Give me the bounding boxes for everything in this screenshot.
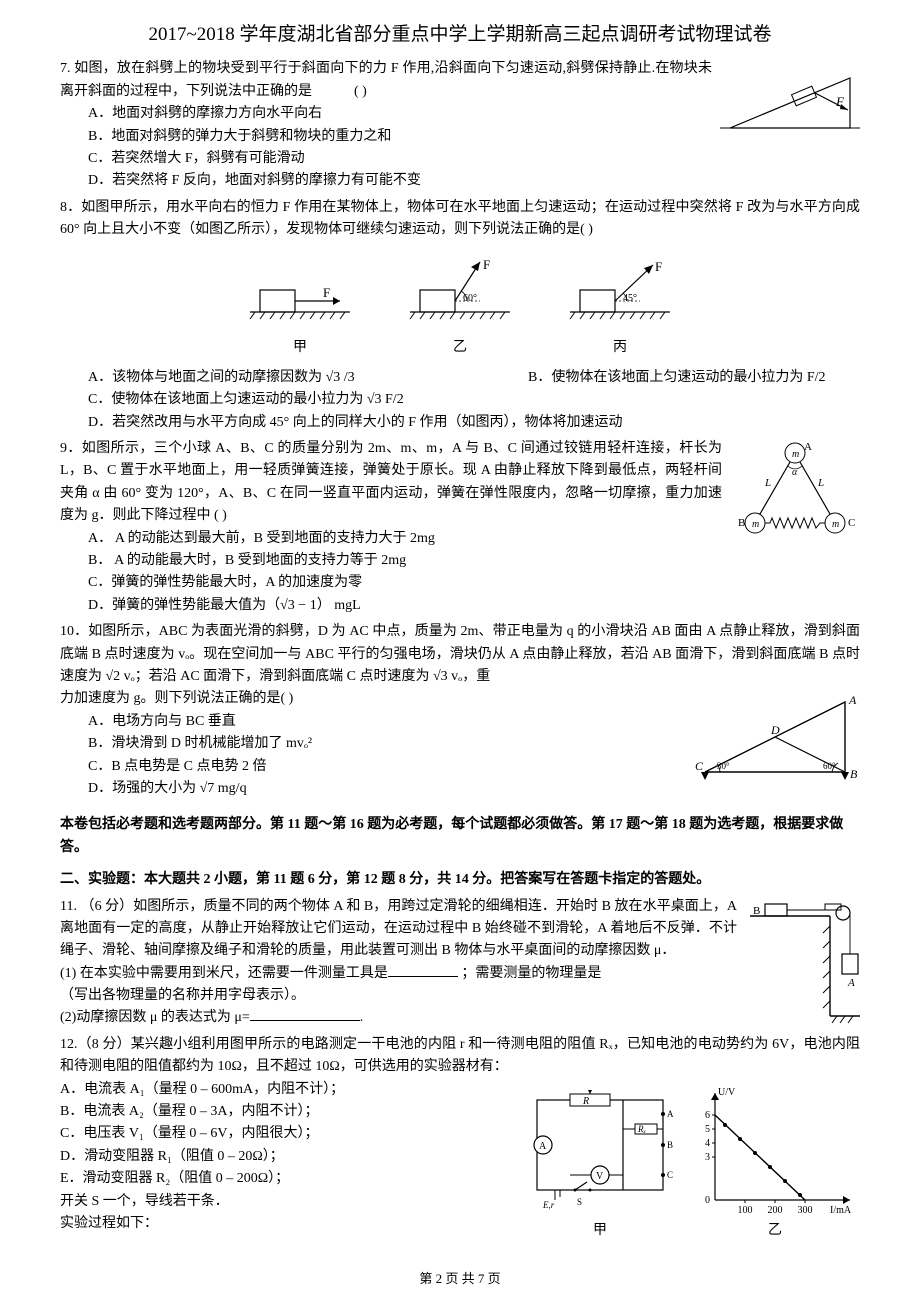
question-12: 12.（8 分）某兴趣小组利用图甲所示的电路测定一干电池的内阻 r 和一待测电阻… [60, 1034, 860, 1242]
svg-text:200: 200 [768, 1205, 783, 1216]
svg-text:Rₓ: Rₓ [637, 1124, 646, 1134]
q10-stem1: 10．如图所示，ABC 为表面光滑的斜劈，D 为 AC 中点，质量为 2m、带正… [60, 621, 860, 688]
q10-figure: A B C D 30° 60° [695, 692, 860, 787]
svg-text:A: A [847, 977, 855, 989]
q9-option-b: B． A 的动能最大时，B 受到地面的支持力等于 2mg [60, 550, 860, 572]
svg-text:L: L [764, 477, 771, 489]
svg-text:S: S [577, 1197, 582, 1207]
q8-option-d: D．若突然改用与水平方向成 45° 向上的同样大小的 F 作用（如图丙），物体将… [60, 412, 860, 434]
svg-text:α: α [792, 467, 798, 478]
page-footer: 第 2 页 共 7 页 [0, 1269, 920, 1290]
q12-label-jia: 甲 [525, 1220, 675, 1242]
svg-text:100: 100 [738, 1205, 753, 1216]
question-9: m A m B m C L L α 9．如图所示，三个小球 A、B、C 的质量分… [60, 438, 860, 617]
section-2-header: 二、实验题：本大题共 2 小题，第 11 题 6 分，第 12 题 8 分，共 … [60, 869, 860, 891]
svg-text:m: m [792, 449, 799, 460]
svg-text:C: C [667, 1170, 673, 1180]
svg-text:0: 0 [705, 1195, 710, 1206]
svg-text:B: B [850, 767, 858, 781]
svg-text:B: B [738, 517, 745, 529]
q8-label-yi: 乙 [405, 337, 515, 359]
q8-label-jia: 甲 [245, 337, 355, 359]
svg-text:F: F [323, 285, 330, 300]
q8-option-a: A．该物体与地面之间的动摩擦因数为 √3 /3 [60, 367, 420, 389]
q9-option-c: C．弹簧的弹性势能最大时，A 的加速度为零 [60, 572, 860, 594]
svg-text:5: 5 [705, 1124, 710, 1135]
q11-stem: 11. （6 分）如图所示，质量不同的两个物体 A 和 B，用跨过定滑轮的细绳相… [60, 896, 860, 963]
q12-stem: 12.（8 分）某兴趣小组利用图甲所示的电路测定一干电池的内阻 r 和一待测电阻… [60, 1034, 860, 1079]
svg-text:D: D [770, 723, 780, 737]
svg-text:A: A [539, 1141, 547, 1152]
svg-text:3: 3 [705, 1152, 710, 1163]
question-7: F 7. 如图，放在斜劈上的物块受到平行于斜面向下的力 F 作用,沿斜面向下匀速… [60, 58, 860, 192]
q8-label-bing: 丙 [565, 337, 675, 359]
svg-text:E,r: E,r [542, 1200, 555, 1210]
question-11: B A 11. （6 分）如图所示，质量不同的两个物体 A 和 B，用跨过定滑轮… [60, 896, 860, 1030]
q8-diagrams: F 甲 60° F 乙 [60, 257, 860, 359]
svg-text:I/mA: I/mA [830, 1205, 852, 1216]
q9-option-d: D．弹簧的弹性势能最大值为（√3 − 1） mgL [60, 595, 860, 617]
q8-option-b: B．使物体在该地面上匀速运动的最小拉力为 F/2 [500, 367, 860, 389]
q7-option-d: D．若突然将 F 反向，地面对斜劈的摩擦力有可能不变 [60, 170, 860, 192]
q11-figure: B A [745, 896, 860, 1026]
q11-part2: (2)动摩擦因数 μ 的表达式为 μ=. [60, 1007, 860, 1029]
question-10: 10．如图所示，ABC 为表面光滑的斜劈，D 为 AC 中点，质量为 2m、带正… [60, 621, 860, 800]
svg-text:B: B [667, 1140, 673, 1150]
q11-part1-note: （写出各物理量的名称并用字母表示）。 [60, 985, 860, 1007]
svg-text:300: 300 [798, 1205, 813, 1216]
svg-text:C: C [848, 517, 855, 529]
svg-text:F: F [483, 257, 490, 272]
svg-text:A: A [667, 1109, 674, 1119]
q8-option-c: C．使物体在该地面上匀速运动的最小拉力为 √3 F/2 [60, 389, 860, 411]
svg-text:A: A [804, 441, 812, 453]
svg-text:30°: 30° [717, 761, 730, 771]
svg-text:60°: 60° [823, 761, 836, 771]
svg-text:6: 6 [705, 1110, 710, 1121]
svg-text:A: A [848, 693, 857, 707]
svg-text:B: B [753, 905, 760, 917]
svg-text:60°: 60° [463, 293, 477, 304]
svg-text:V: V [596, 1171, 604, 1182]
svg-text:R: R [582, 1096, 589, 1107]
page-title: 2017~2018 学年度湖北省部分重点中学上学期新高三起点调研考试物理试卷 [60, 20, 860, 50]
question-8: 8．如图甲所示，用水平向右的恒力 F 作用在某物体上，物体可在水平地面上匀速运动… [60, 197, 860, 434]
svg-text:m: m [832, 519, 839, 530]
svg-text:4: 4 [705, 1138, 710, 1149]
q12-figures: R A Rₓ A B C V [525, 1085, 860, 1242]
svg-text:F: F [835, 94, 845, 109]
svg-text:U/V: U/V [718, 1087, 736, 1098]
q7-figure: F [720, 58, 860, 133]
svg-text:45°: 45° [623, 293, 637, 304]
q8-stem: 8．如图甲所示，用水平向右的恒力 F 作用在某物体上，物体可在水平地面上匀速运动… [60, 197, 860, 242]
q12-label-yi: 乙 [690, 1220, 860, 1242]
q7-option-c: C．若突然增大 F，斜劈有可能滑动 [60, 148, 860, 170]
section-note: 本卷包括必考题和选考题两部分。第 11 题～第 16 题为必考题，每个试题都必须… [60, 814, 860, 859]
svg-text:C: C [695, 759, 704, 773]
svg-text:m: m [752, 519, 759, 530]
svg-text:F: F [655, 259, 662, 274]
svg-text:L: L [817, 477, 824, 489]
q9-figure: m A m B m C L L α [730, 438, 860, 548]
q11-part1: (1) 在本实验中需要用到米尺，还需要一件测量工具是 ；需要测量的物理量是 [60, 963, 860, 985]
